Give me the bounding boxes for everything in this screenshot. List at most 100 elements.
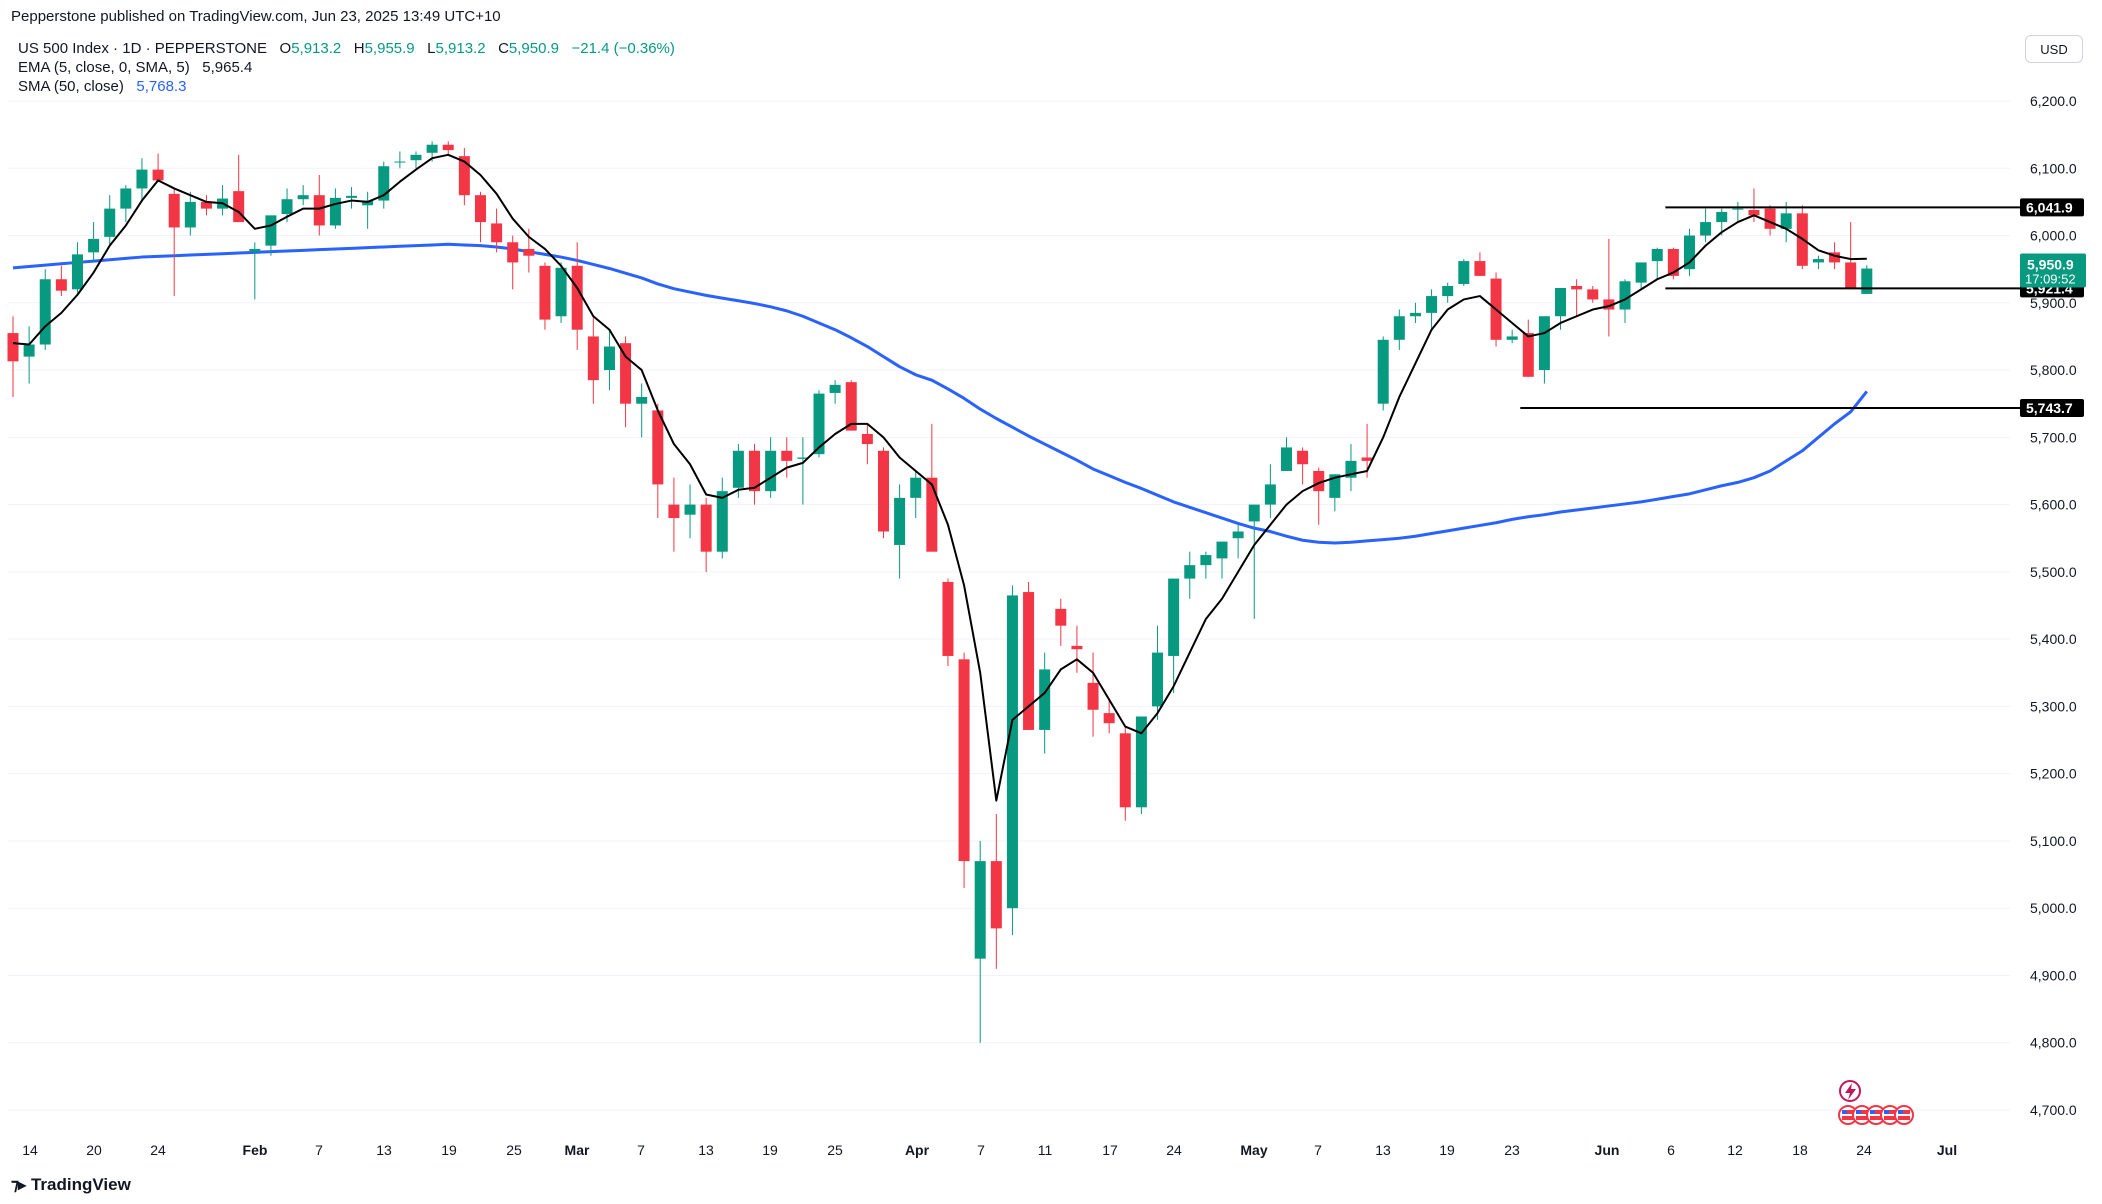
candle[interactable] <box>1748 188 1760 223</box>
candle[interactable] <box>410 151 422 169</box>
candle[interactable] <box>1135 716 1147 815</box>
candle[interactable] <box>877 447 889 539</box>
candle[interactable] <box>749 444 761 505</box>
candle[interactable] <box>136 158 148 202</box>
candle[interactable] <box>1103 699 1115 734</box>
candle[interactable] <box>458 148 470 206</box>
candle[interactable] <box>684 484 696 539</box>
candle[interactable] <box>587 316 599 404</box>
candle[interactable] <box>1812 255 1824 270</box>
candle[interactable] <box>152 153 164 182</box>
candle[interactable] <box>362 191 374 229</box>
candle[interactable] <box>1409 302 1421 323</box>
candle[interactable] <box>1023 581 1035 730</box>
candle[interactable] <box>1297 447 1309 485</box>
candle[interactable] <box>1087 652 1099 737</box>
candle[interactable] <box>829 380 841 404</box>
candle[interactable] <box>716 477 728 559</box>
legend-symbol[interactable]: US 500 Index · 1D · PEPPERSTONE <box>18 40 267 57</box>
candle[interactable] <box>1216 541 1228 579</box>
candle[interactable] <box>378 161 390 209</box>
candle[interactable] <box>1635 262 1647 290</box>
candle[interactable] <box>1280 437 1292 471</box>
candle[interactable] <box>39 269 51 350</box>
candle[interactable] <box>23 326 35 384</box>
candle[interactable] <box>1474 252 1486 276</box>
candle[interactable] <box>1587 285 1599 303</box>
candle[interactable] <box>1700 208 1712 243</box>
candle[interactable] <box>765 437 777 498</box>
candle[interactable] <box>668 477 680 552</box>
candle[interactable] <box>104 195 116 246</box>
candle[interactable] <box>958 652 970 889</box>
legend-sma[interactable]: SMA (50, close) 5,768.3 <box>18 78 186 95</box>
candle[interactable] <box>781 437 793 478</box>
candle[interactable] <box>1442 282 1454 303</box>
candle[interactable] <box>1393 309 1405 350</box>
candle[interactable] <box>1571 279 1583 317</box>
candle[interactable] <box>1732 201 1744 223</box>
us-flag-icon[interactable] <box>1866 1105 1886 1125</box>
candle[interactable] <box>168 188 180 297</box>
candle[interactable] <box>491 208 503 253</box>
candle[interactable] <box>894 484 906 579</box>
candle[interactable] <box>88 222 100 263</box>
candle[interactable] <box>200 195 212 216</box>
candle[interactable] <box>636 383 648 438</box>
candle[interactable] <box>974 840 986 1043</box>
candle[interactable] <box>1506 329 1518 344</box>
legend-ema[interactable]: EMA (5, close, 0, SMA, 5) 5,965.4 <box>18 59 252 76</box>
candle[interactable] <box>7 316 19 397</box>
candle[interactable] <box>249 242 261 300</box>
candle[interactable] <box>1152 625 1164 720</box>
candle[interactable] <box>1006 585 1018 936</box>
candle[interactable] <box>1119 726 1131 821</box>
candle[interactable] <box>1426 289 1438 330</box>
candle[interactable] <box>297 185 309 206</box>
candle[interactable] <box>910 470 922 519</box>
candle[interactable] <box>1619 279 1631 323</box>
candle[interactable] <box>1845 222 1857 290</box>
candle[interactable] <box>474 191 486 243</box>
candle[interactable] <box>329 188 341 229</box>
candle[interactable] <box>1248 504 1260 619</box>
candle[interactable] <box>1780 201 1792 243</box>
candle[interactable] <box>1667 247 1679 280</box>
candle[interactable] <box>442 141 454 155</box>
candle[interactable] <box>620 336 632 428</box>
candle[interactable] <box>1651 247 1663 280</box>
candle[interactable] <box>1458 259 1470 286</box>
candle[interactable] <box>861 423 873 465</box>
candle[interactable] <box>120 185 132 223</box>
candle[interactable] <box>1345 444 1357 492</box>
candle[interactable] <box>346 187 358 209</box>
candle[interactable] <box>217 185 229 216</box>
candle[interactable] <box>1861 265 1873 294</box>
candle[interactable] <box>942 578 954 667</box>
candle[interactable] <box>55 265 67 297</box>
candle[interactable] <box>797 437 809 505</box>
candle[interactable] <box>700 497 712 572</box>
candle[interactable] <box>265 215 277 256</box>
currency-button[interactable]: USD <box>2025 35 2083 63</box>
candle[interactable] <box>1683 228 1695 276</box>
us-flag-icon[interactable] <box>1838 1105 1858 1125</box>
candle[interactable] <box>1232 524 1244 559</box>
candle[interactable] <box>652 403 664 519</box>
candle[interactable] <box>990 814 1002 969</box>
candle[interactable] <box>71 242 83 293</box>
candle[interactable] <box>555 262 567 323</box>
candle[interactable] <box>539 262 551 330</box>
candle[interactable] <box>313 174 325 236</box>
candle[interactable] <box>1184 551 1196 599</box>
candle[interactable] <box>603 329 615 391</box>
candle[interactable] <box>1168 578 1180 693</box>
us-flag-icon[interactable] <box>1894 1105 1914 1125</box>
candle[interactable] <box>1329 474 1341 512</box>
candle[interactable] <box>507 235 519 290</box>
candle[interactable] <box>1538 316 1550 384</box>
candle[interactable] <box>1264 464 1276 519</box>
candle[interactable] <box>926 423 938 552</box>
candle[interactable] <box>1522 319 1534 377</box>
